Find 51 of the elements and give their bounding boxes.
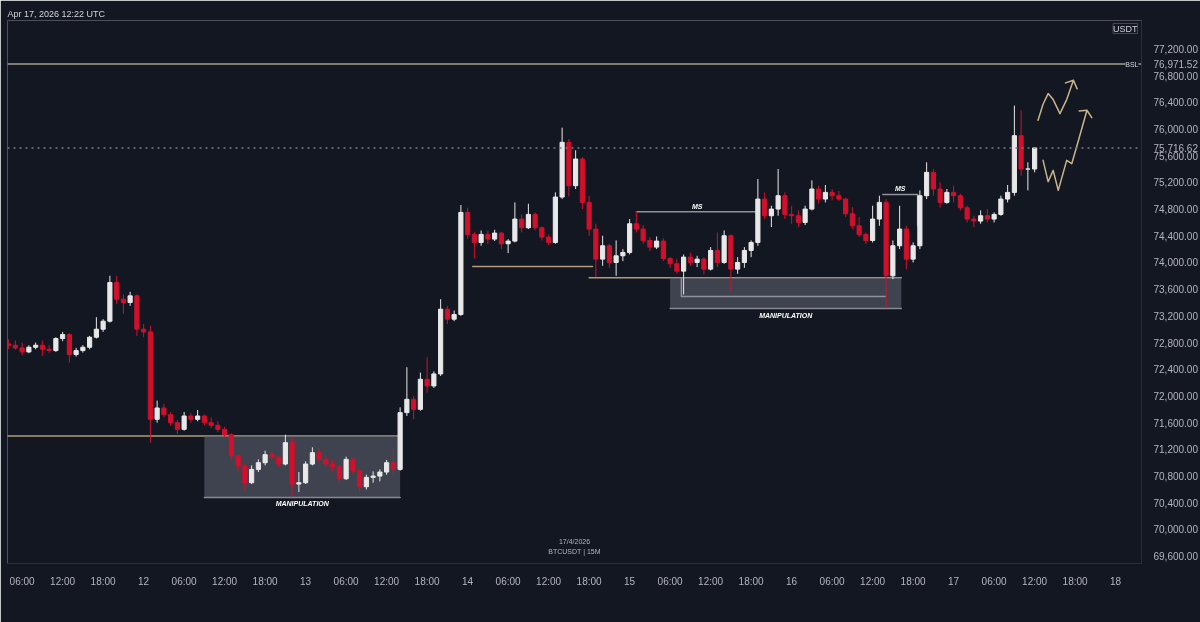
- x-tick-label: 18:00: [1062, 575, 1089, 587]
- y-tick-label: 71,200.00: [1153, 444, 1199, 456]
- x-tick-label: 14: [462, 575, 474, 587]
- y-tick-label: 76,400.00: [1153, 97, 1199, 109]
- x-tick-label: 12:00: [698, 575, 724, 587]
- y-tick-label: 71,600.00: [1153, 417, 1199, 429]
- y-tick-label: 74,800.00: [1153, 204, 1199, 216]
- y-tick-label: 76,000.00: [1153, 123, 1199, 135]
- y-tick-label: 73,200.00: [1153, 310, 1199, 322]
- y-tick-label: 72,400.00: [1153, 364, 1199, 376]
- x-tick-label: 12:00: [212, 575, 238, 587]
- y-tick-label: 73,600.00: [1153, 284, 1199, 296]
- y-tick-label: 75,716.62: [1153, 142, 1199, 154]
- y-axis-title: USDT: [1113, 23, 1138, 34]
- x-tick-label: 18:00: [900, 575, 927, 587]
- x-tick-label: 17: [948, 575, 960, 587]
- x-tick-label: 18:00: [252, 575, 279, 587]
- x-tick-label: 18:00: [576, 575, 603, 587]
- y-tick-label: 75,200.00: [1153, 177, 1199, 189]
- y-tick-label: 70,400.00: [1153, 497, 1199, 509]
- y-tick-label: 72,800.00: [1153, 337, 1199, 349]
- x-tick-label: 12:00: [374, 575, 400, 587]
- y-tick-label: 74,000.00: [1153, 257, 1199, 269]
- x-tick-label: 06:00: [495, 575, 522, 587]
- x-tick-label: 12: [138, 575, 150, 587]
- chart-subtitle: Apr 17, 2026 12:22 UTC: [7, 9, 106, 19]
- y-tick-label: 76,800.00: [1153, 70, 1199, 82]
- x-tick-label: 06:00: [981, 575, 1008, 587]
- x-tick-label: 13: [300, 575, 312, 587]
- y-tick-label: 77,200.00: [1153, 43, 1199, 55]
- x-tick-label: 15: [624, 575, 636, 587]
- x-tick-label: 06:00: [171, 575, 198, 587]
- x-tick-label: 18: [1110, 575, 1122, 587]
- y-tick-label: 76,971.52: [1153, 59, 1199, 71]
- x-tick-label: 18:00: [738, 575, 765, 587]
- y-tick-label: 70,000.00: [1153, 524, 1199, 536]
- x-tick-label: 12:00: [50, 575, 76, 587]
- x-tick-label: 06:00: [819, 575, 846, 587]
- x-tick-label: 16: [786, 575, 798, 587]
- x-tick-label: 18:00: [414, 575, 441, 587]
- x-tick-label: 06:00: [9, 575, 36, 587]
- y-tick-label: 69,600.00: [1153, 551, 1199, 563]
- x-tick-label: 06:00: [657, 575, 684, 587]
- y-tick-label: 70,800.00: [1153, 471, 1199, 483]
- x-tick-label: 12:00: [1022, 575, 1048, 587]
- y-tick-label: 74,400.00: [1153, 230, 1199, 242]
- y-tick-label: 72,000.00: [1153, 390, 1199, 402]
- x-tick-label: 06:00: [333, 575, 360, 587]
- x-tick-label: 18:00: [90, 575, 117, 587]
- x-tick-label: 12:00: [536, 575, 562, 587]
- x-tick-label: 12:00: [860, 575, 886, 587]
